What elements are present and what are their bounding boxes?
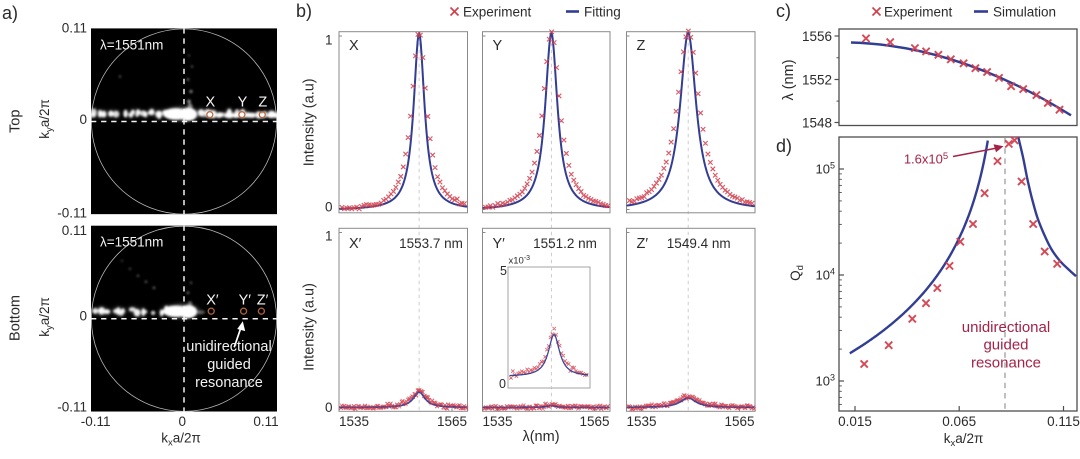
svg-text:Bottom: Bottom bbox=[8, 295, 24, 341]
svg-text:1549.4 nm: 1549.4 nm bbox=[667, 236, 731, 251]
svg-text:Z: Z bbox=[258, 95, 267, 111]
svg-text:resonance: resonance bbox=[195, 375, 263, 391]
svg-text:Y: Y bbox=[238, 95, 248, 111]
svg-text:-0.11: -0.11 bbox=[57, 400, 87, 415]
svg-text:Experiment: Experiment bbox=[884, 5, 953, 20]
svg-text:guided: guided bbox=[207, 357, 251, 373]
svg-text:0: 0 bbox=[325, 400, 333, 415]
svg-text:0: 0 bbox=[179, 414, 187, 429]
svg-text:1535: 1535 bbox=[626, 414, 656, 429]
svg-text:b): b) bbox=[296, 1, 312, 21]
svg-text:x10-3: x10-3 bbox=[509, 255, 531, 267]
svg-text:X: X bbox=[205, 95, 215, 111]
svg-text:unidirectional: unidirectional bbox=[962, 319, 1050, 336]
svg-text:Y′: Y′ bbox=[239, 292, 252, 308]
svg-text:1535: 1535 bbox=[482, 414, 512, 429]
svg-text:X′: X′ bbox=[206, 292, 219, 308]
svg-text:Z′: Z′ bbox=[257, 292, 269, 308]
svg-text:0: 0 bbox=[79, 112, 87, 127]
svg-text:λ(nm): λ(nm) bbox=[522, 429, 559, 445]
svg-text:1556: 1556 bbox=[802, 29, 832, 44]
svg-text:d): d) bbox=[776, 136, 792, 156]
svg-text:X′: X′ bbox=[349, 236, 362, 252]
svg-text:λ=1551nm: λ=1551nm bbox=[100, 37, 163, 52]
svg-text:0: 0 bbox=[499, 377, 506, 391]
svg-text:λ (nm): λ (nm) bbox=[781, 59, 797, 100]
svg-text:Z: Z bbox=[637, 38, 646, 54]
svg-text:0: 0 bbox=[79, 309, 87, 324]
svg-text:1552: 1552 bbox=[802, 72, 832, 87]
svg-text:0.11: 0.11 bbox=[62, 20, 87, 35]
svg-text:Y′: Y′ bbox=[493, 236, 506, 252]
svg-text:5: 5 bbox=[500, 264, 507, 278]
svg-text:a): a) bbox=[2, 3, 18, 23]
svg-text:Simulation: Simulation bbox=[993, 5, 1056, 20]
svg-text:0.11: 0.11 bbox=[62, 223, 87, 238]
svg-text:1551.2 nm: 1551.2 nm bbox=[533, 236, 597, 251]
svg-text:λ=1551nm: λ=1551nm bbox=[100, 235, 163, 250]
svg-text:Intensity (a.u): Intensity (a.u) bbox=[302, 283, 318, 371]
svg-text:Top: Top bbox=[8, 110, 24, 133]
svg-text:1553.7 nm: 1553.7 nm bbox=[399, 236, 463, 251]
svg-text:Y: Y bbox=[493, 38, 503, 54]
svg-text:1: 1 bbox=[325, 229, 333, 244]
svg-text:0.015: 0.015 bbox=[838, 414, 872, 429]
svg-text:Experiment: Experiment bbox=[463, 5, 532, 20]
svg-text:1: 1 bbox=[325, 32, 333, 47]
svg-text:X: X bbox=[349, 38, 359, 54]
svg-text:0.115: 0.115 bbox=[1047, 414, 1080, 429]
svg-text:1565: 1565 bbox=[437, 414, 467, 429]
svg-text:0.065: 0.065 bbox=[942, 414, 976, 429]
svg-text:0.11: 0.11 bbox=[253, 414, 278, 429]
svg-text:Intensity (a.u): Intensity (a.u) bbox=[302, 78, 318, 166]
svg-text:Z′: Z′ bbox=[637, 236, 649, 252]
svg-text:1565: 1565 bbox=[724, 414, 754, 429]
svg-text:Fitting: Fitting bbox=[584, 5, 621, 20]
svg-text:1548: 1548 bbox=[802, 115, 832, 130]
svg-text:resonance: resonance bbox=[971, 355, 1041, 372]
svg-text:1.6x105: 1.6x105 bbox=[904, 151, 948, 167]
svg-text:-0.11: -0.11 bbox=[57, 206, 87, 221]
svg-text:0: 0 bbox=[325, 200, 333, 215]
svg-text:guided: guided bbox=[983, 337, 1028, 354]
svg-text:1535: 1535 bbox=[339, 414, 369, 429]
svg-text:-0.11: -0.11 bbox=[81, 414, 111, 429]
svg-text:unidirectional: unidirectional bbox=[186, 339, 271, 355]
svg-text:1565: 1565 bbox=[579, 414, 609, 429]
svg-text:c): c) bbox=[776, 1, 791, 21]
